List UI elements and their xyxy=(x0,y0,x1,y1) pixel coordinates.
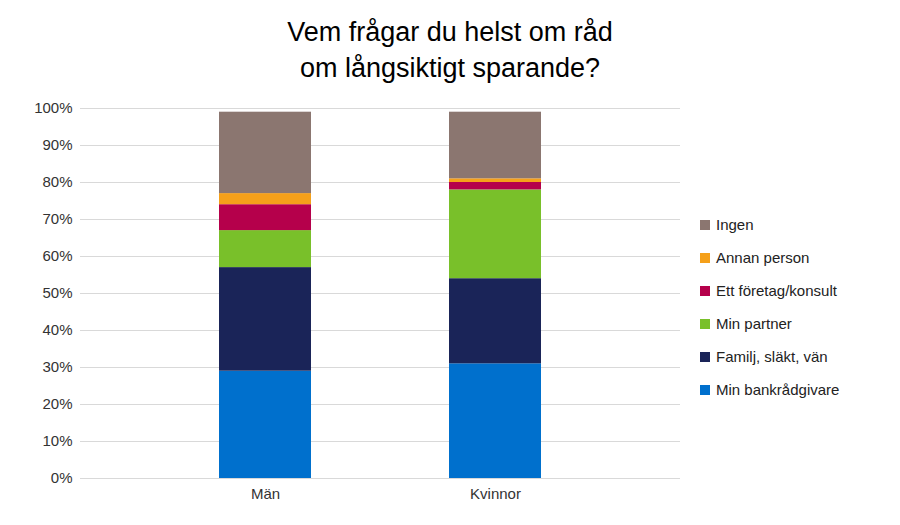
html-text:Min partner: Min partner xyxy=(716,315,792,332)
svg-text:30%: 30% xyxy=(42,358,72,375)
html-text:Ett företag/konsult: Ett företag/konsult xyxy=(716,282,837,299)
html-text:Familj, släkt, vän: Familj, släkt, vän xyxy=(716,348,828,365)
html-text:Vem frågar du helst om råd om: Vem frågar du helst om råd om långsiktig… xyxy=(287,17,613,83)
svg-text:40%: 40% xyxy=(42,321,72,338)
svg-text:10%: 10% xyxy=(42,432,72,449)
svg-text:100%: 100% xyxy=(34,99,72,116)
svg-text:Män: Män xyxy=(251,485,280,502)
svg-text:80%: 80% xyxy=(42,173,72,190)
svg-text:70%: 70% xyxy=(42,210,72,227)
svg-text:Kvinnor: Kvinnor xyxy=(470,485,521,502)
svg-text:20%: 20% xyxy=(42,395,72,412)
svg-text:90%: 90% xyxy=(42,136,72,153)
html-text:Min bankrådgivare: Min bankrådgivare xyxy=(716,381,840,398)
svg-text:0%: 0% xyxy=(51,469,73,486)
html-text:Annan person: Annan person xyxy=(716,249,810,266)
svg-text:50%: 50% xyxy=(42,284,72,301)
html-text:Ingen: Ingen xyxy=(716,216,754,233)
svg-text:60%: 60% xyxy=(42,247,72,264)
